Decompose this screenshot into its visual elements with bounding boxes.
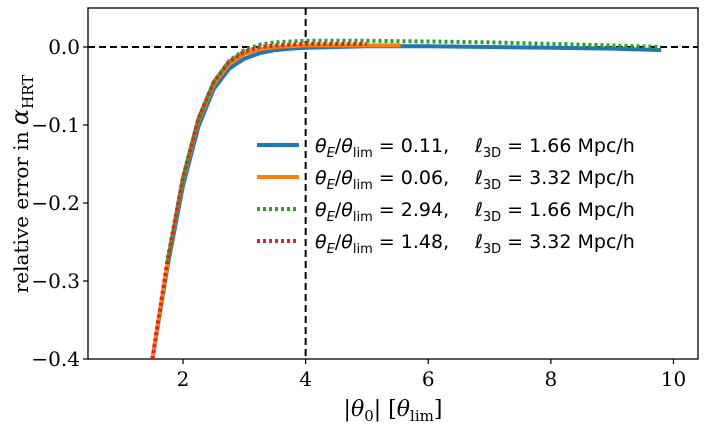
y-tick-label: 0.0 <box>48 35 80 59</box>
legend-entry-2: θE/θlim = 0.06, ℓ3D = 3.32 Mpc/h <box>315 167 635 193</box>
x-tick-label: 2 <box>177 367 190 391</box>
x-axis-label: |θ0| [θlim] <box>344 397 443 425</box>
series-line-4 <box>150 41 367 359</box>
legend-entry-4: θE/θlim = 1.48, ℓ3D = 3.32 Mpc/h <box>315 231 635 257</box>
x-tick-label: 8 <box>544 367 557 391</box>
y-tick-label: −0.3 <box>31 269 80 293</box>
y-tick-label: −0.2 <box>31 191 80 215</box>
plot-area-frame <box>87 7 699 360</box>
legend: θE/θlim = 0.11, ℓ3D = 1.66 Mpc/h θE/θlim =… <box>257 135 635 257</box>
legend-entry-1: θE/θlim = 0.11, ℓ3D = 1.66 Mpc/h <box>315 135 635 161</box>
x-tick-label: 6 <box>422 367 435 391</box>
y-tick-label: −0.1 <box>31 113 80 137</box>
legend-entry-3: θE/θlim = 2.94, ℓ3D = 1.66 Mpc/h <box>315 199 635 225</box>
x-tick-label: 4 <box>299 367 312 391</box>
y-axis-label: relative error in αHRT <box>6 75 37 294</box>
y-tick-label: −0.4 <box>31 347 80 371</box>
series-line-3 <box>165 38 662 262</box>
x-tick-label: 10 <box>661 367 686 391</box>
